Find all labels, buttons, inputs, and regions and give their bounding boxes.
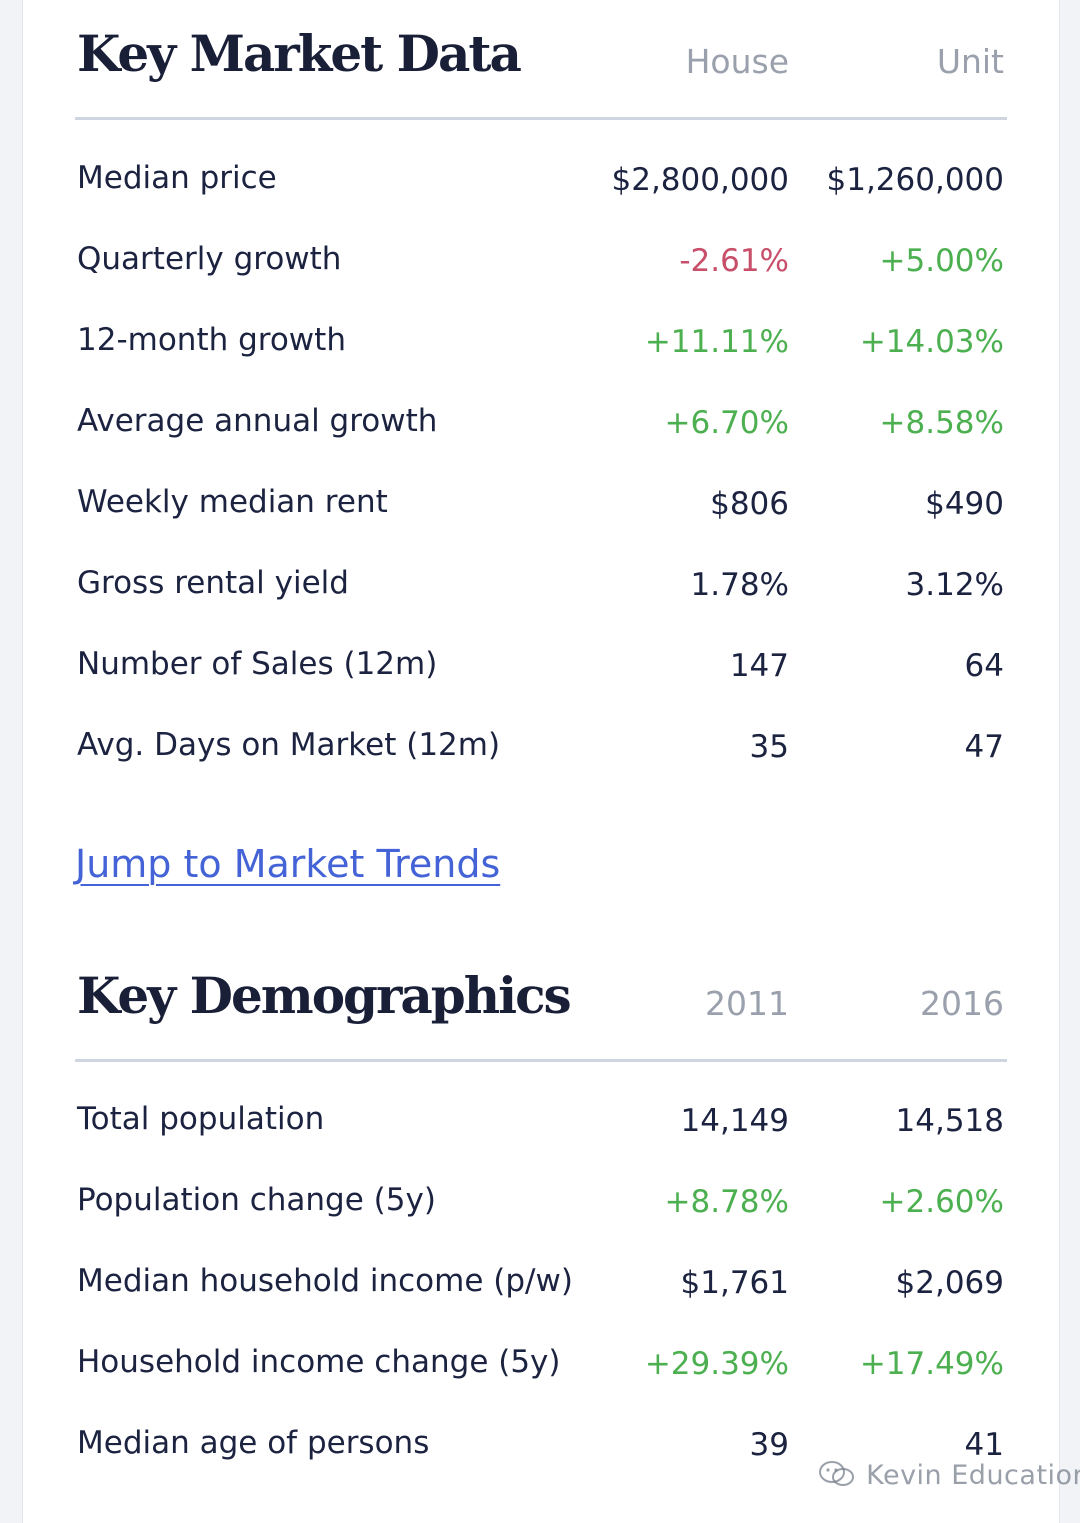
market-row-value-2: $490 — [925, 486, 1004, 522]
demographics-row-value-2: 14,518 — [895, 1103, 1004, 1139]
demographics-title: Key Demographics — [77, 966, 572, 1025]
demographics-header-rule — [75, 1059, 1007, 1062]
market-row-value-2: +8.58% — [879, 405, 1004, 441]
demographics-row: Median household income (p/w) $1,761 $2,06… — [75, 1263, 1007, 1323]
market-row-value-2: 3.12% — [905, 567, 1004, 603]
market-row-value-2: 47 — [964, 729, 1004, 765]
market-row-value-1: 1.78% — [690, 567, 789, 603]
market-row-value-1: 35 — [749, 729, 789, 765]
market-row-value-2: $1,260,000 — [826, 162, 1005, 198]
demographics-row-label: Household income change (5y) — [77, 1344, 561, 1380]
market-row-label: Average annual growth — [77, 403, 438, 439]
market-row: Average annual growth +6.70% +8.58% — [75, 403, 1007, 463]
demographics-row-value-1: $1,761 — [680, 1265, 789, 1301]
demographics-row: Population change (5y) +8.78% +2.60% — [75, 1182, 1007, 1242]
market-row-label: Avg. Days on Market (12m) — [77, 727, 501, 763]
market-row-value-2: 64 — [964, 648, 1004, 684]
demographics-row-label: Median age of persons — [77, 1425, 430, 1461]
demographics-row: Median age of persons 39 41 — [75, 1425, 1007, 1485]
market-row-value-1: $2,800,000 — [611, 162, 790, 198]
market-row: Quarterly growth -2.61% +5.00% — [75, 241, 1007, 301]
demographics-col-2016: 2016 — [920, 984, 1004, 1023]
wechat-icon — [817, 1460, 857, 1488]
demographics-col-2011: 2011 — [705, 984, 789, 1023]
demographics-row-value-2: +2.60% — [879, 1184, 1004, 1220]
market-col-house: House — [685, 42, 789, 81]
market-col-unit: Unit — [936, 42, 1004, 81]
market-row-label: Gross rental yield — [77, 565, 349, 601]
market-row-label: Number of Sales (12m) — [77, 646, 438, 682]
market-row-value-2: +14.03% — [859, 324, 1004, 360]
demographics-row-value-2: +17.49% — [859, 1346, 1004, 1382]
market-row-label: Median price — [77, 160, 277, 196]
market-row: Gross rental yield 1.78% 3.12% — [75, 565, 1007, 625]
demographics-row-value-1: 39 — [749, 1427, 789, 1463]
demographics-row-value-2: 41 — [964, 1427, 1004, 1463]
demographics-row-value-1: +8.78% — [664, 1184, 789, 1220]
demographics-row-value-1: 14,149 — [680, 1103, 789, 1139]
demographics-row: Total population 14,149 14,518 — [75, 1101, 1007, 1161]
market-row: Median price $2,800,000 $1,260,000 — [75, 160, 1007, 220]
market-row-value-1: +11.11% — [644, 324, 789, 360]
market-row-value-1: +6.70% — [664, 405, 789, 441]
market-row-label: Quarterly growth — [77, 241, 342, 277]
market-row: Avg. Days on Market (12m) 35 47 — [75, 727, 1007, 787]
demographics-row-label: Population change (5y) — [77, 1182, 436, 1218]
market-row: Number of Sales (12m) 147 64 — [75, 646, 1007, 706]
market-header-rule — [75, 117, 1007, 120]
market-row-value-2: +5.00% — [879, 243, 1004, 279]
content-card: Key Market Data House Unit Median price $… — [22, 0, 1080, 1523]
market-title: Key Market Data — [77, 24, 522, 83]
market-row: 12-month growth +11.11% +14.03% — [75, 322, 1007, 382]
market-row-value-1: 147 — [729, 648, 789, 684]
market-row: Weekly median rent $806 $490 — [75, 484, 1007, 544]
demographics-header: Key Demographics 2011 2016 — [75, 942, 1007, 1062]
demographics-row: Household income change (5y) +29.39% +17.4… — [75, 1344, 1007, 1404]
jump-to-market-trends-link[interactable]: Jump to Market Trends — [75, 842, 501, 886]
market-header: Key Market Data House Unit — [75, 0, 1007, 120]
demographics-row-value-2: $2,069 — [895, 1265, 1004, 1301]
market-row-label: 12-month growth — [77, 322, 346, 358]
demographics-row-label: Median household income (p/w) — [77, 1263, 573, 1299]
demographics-row-value-1: +29.39% — [644, 1346, 789, 1382]
market-row-label: Weekly median rent — [77, 484, 388, 520]
market-row-value-1: -2.61% — [679, 243, 789, 279]
market-row-value-1: $806 — [710, 486, 789, 522]
demographics-row-label: Total population — [77, 1101, 325, 1137]
card-inner: Key Market Data House Unit Median price $… — [75, 0, 1007, 1523]
watermark: Kevin Education — [817, 1460, 1080, 1491]
watermark-text: Kevin Education — [866, 1460, 1080, 1491]
